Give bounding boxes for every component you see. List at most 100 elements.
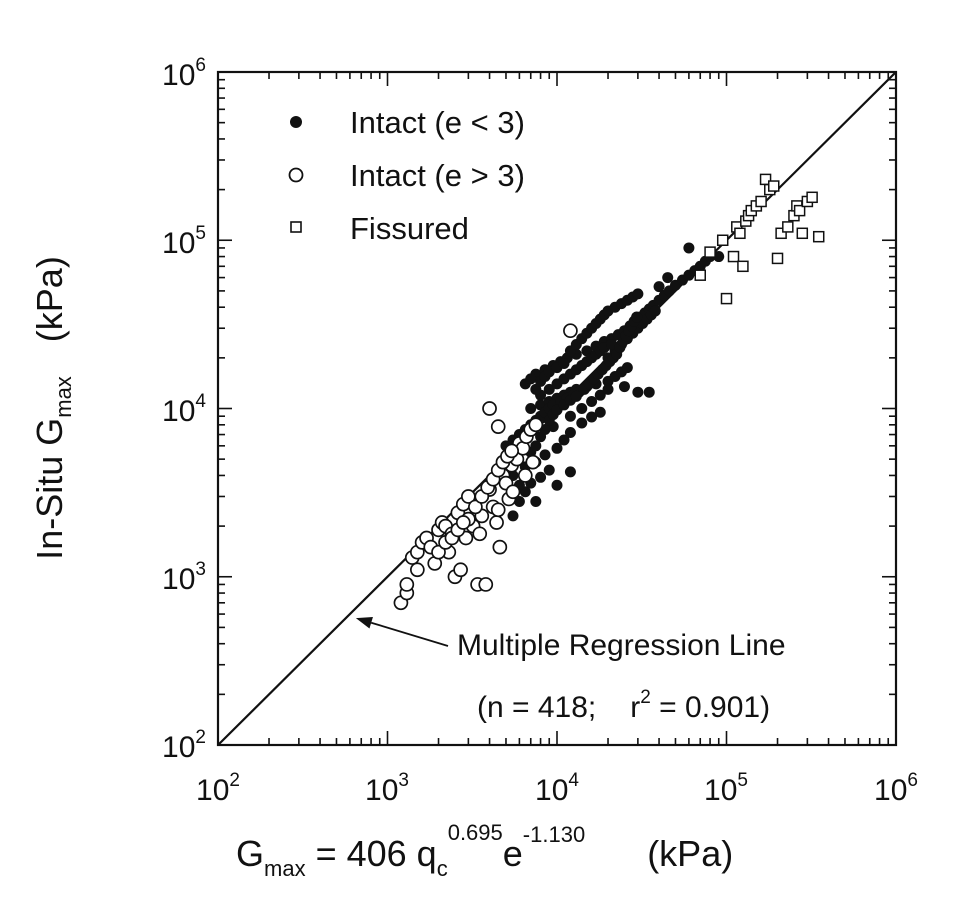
data-point-intact-low-e [558,434,570,446]
data-point-intact-high-e [453,562,468,578]
data-point-fissured [716,234,729,246]
legend-label: Intact (e < 3) [350,105,525,140]
legend-label: Fissured [350,211,469,246]
axis-ticks [217,72,896,746]
data-point-intact-low-e [683,242,695,254]
data-point-fissured [793,204,806,217]
data-point-intact-low-e [653,281,665,293]
data-point-intact-low-e [551,479,563,491]
data-point-intact-high-e [525,454,541,470]
data-point-fissured [775,227,787,240]
data-point-fissured [771,252,784,265]
data-points [393,173,825,611]
data-point-intact-low-e [586,411,598,423]
data-point-intact-low-e [530,496,542,508]
data-point-intact-low-e [631,311,643,323]
data-point-intact-high-e [472,526,488,542]
data-point-intact-low-e [525,403,537,414]
data-point-intact-low-e [632,386,644,398]
x-tick-label: 103 [365,770,409,807]
data-point-intact-low-e [621,362,633,374]
data-point-fissured [796,227,809,240]
y-tick-label: 105 [162,223,206,260]
data-point-fissured [767,180,780,192]
data-point-intact-high-e [478,577,494,592]
regression-stats: (n = 418; r2 = 0.901) [477,687,770,724]
y-tick-labels: 102 103 104 105 106 [162,55,206,764]
x-tick-label: 105 [704,770,748,807]
data-point-intact-low-e [576,417,588,429]
data-point-intact-high-e [482,401,497,416]
data-point-intact-low-e [558,358,570,370]
data-point-intact-high-e [505,484,521,500]
y-tick-label: 106 [162,55,206,92]
data-point-intact-low-e [564,427,576,439]
data-point-intact-low-e [551,442,563,454]
legend: Intact (e < 3) Intact (e > 3) Fissured [288,105,525,246]
data-point-intact-high-e [492,539,508,555]
data-point-intact-low-e [594,406,606,418]
data-point-fissured [812,230,825,243]
data-point-intact-low-e [530,440,542,452]
data-point-intact-high-e [504,443,519,459]
data-point-intact-low-e [662,272,674,284]
data-point-intact-low-e [513,496,525,508]
data-point-intact-low-e [543,464,555,476]
data-point-intact-high-e [517,468,533,483]
data-point-fissured [704,246,716,258]
data-point-intact-low-e [525,373,537,385]
data-point-intact-low-e [594,389,606,401]
data-point-intact-high-e [409,562,425,578]
legend-label: Intact (e > 3) [350,158,525,193]
data-point-intact-high-e [490,419,506,435]
data-point-intact-high-e [489,515,504,530]
data-point-intact-low-e [535,471,547,483]
data-point-intact-low-e [543,383,555,395]
data-point-intact-low-e [539,449,551,461]
data-point-intact-high-e [490,502,506,518]
data-point-intact-low-e [586,396,598,408]
data-point-fissured [694,269,706,281]
data-point-fissured [782,221,794,233]
data-point-fissured [755,195,767,208]
arrow-head-icon [355,616,373,629]
data-point-intact-low-e [530,383,542,395]
data-point-intact-high-e [399,577,415,592]
data-point-intact-low-e [564,466,576,478]
data-point-intact-low-e [713,251,725,263]
data-point-intact-low-e [570,390,582,402]
data-point-fissured [806,191,818,204]
legend-marker-open-circle [288,167,304,183]
y-tick-label: 104 [162,391,206,428]
data-point-intact-high-e [563,323,578,339]
data-point-intact-low-e [576,403,588,414]
regression-annotation: Multiple Regression Line (n = 418; r2 = 0… [355,616,786,724]
y-axis-title: In-Situ Gmax(kPa) [29,256,76,560]
data-point-intact-low-e [632,288,644,300]
x-axis-title: Gmax = 406 qc0.695e-1.130 (kPa) [236,820,733,881]
data-point-intact-high-e [431,544,446,560]
data-point-intact-high-e [468,499,483,515]
data-point-fissured [727,250,740,263]
data-point-intact-low-e [507,510,519,522]
regression-label: Multiple Regression Line [457,629,786,662]
legend-marker-open-square [290,221,302,233]
data-point-intact-low-e [649,305,661,317]
x-tick-label: 102 [196,770,240,807]
data-point-intact-low-e [643,386,655,398]
x-tick-label: 106 [874,770,918,807]
data-point-fissured [734,227,746,240]
data-point-intact-high-e [528,417,544,433]
data-point-fissured [737,260,749,273]
data-point-fissured [720,292,733,305]
x-tick-labels: 102 103 104 105 106 [196,770,918,807]
y-tick-label: 102 [162,727,206,764]
annotation-arrow [370,621,449,647]
y-tick-label: 103 [162,559,206,596]
legend-marker-filled-circle [290,116,302,128]
x-tick-label: 104 [535,770,579,807]
data-point-intact-low-e [564,410,576,422]
data-point-intact-high-e [455,515,471,530]
